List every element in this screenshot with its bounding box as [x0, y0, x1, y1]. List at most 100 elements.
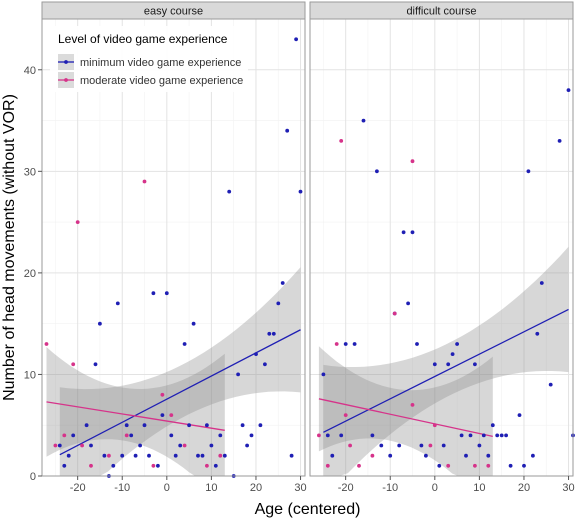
data-point-minimum [486, 453, 491, 458]
data-point-minimum [276, 301, 281, 306]
panel-background [41, 18, 306, 477]
fit-line-moderate [46, 401, 225, 431]
data-point-minimum [473, 362, 477, 367]
confidence-band [318, 346, 493, 476]
data-point-minimum [258, 423, 263, 428]
data-point-moderate [317, 433, 321, 438]
data-point-moderate [446, 463, 451, 468]
confidence-band [323, 246, 569, 476]
data-point-minimum [93, 362, 98, 367]
data-point-minimum [62, 463, 67, 468]
x-tick-label: 10 [205, 482, 217, 494]
data-point-moderate [151, 463, 156, 468]
data-point-minimum [115, 301, 120, 306]
data-point-minimum [566, 88, 571, 92]
data-point-minimum [160, 413, 165, 417]
data-point-minimum [240, 423, 245, 428]
data-point-minimum [267, 331, 272, 336]
data-point-moderate [62, 433, 67, 438]
data-point-minimum [98, 321, 102, 326]
x-tick-label: -10 [114, 482, 130, 494]
legend-title: Level of video game experience [58, 32, 228, 46]
data-point-minimum [249, 433, 254, 438]
data-point-minimum [477, 443, 482, 448]
panel-easy-course: easy course [41, 1, 306, 478]
data-point-minimum [375, 169, 379, 174]
data-point-minimum [254, 352, 258, 356]
data-point-minimum [124, 423, 129, 428]
data-point-minimum [182, 342, 187, 346]
data-point-moderate [325, 463, 330, 468]
data-point-minimum [325, 433, 330, 438]
legend-key-point [64, 60, 68, 64]
strip-title: easy course [144, 6, 203, 18]
data-point-minimum [531, 453, 535, 458]
data-point-minimum [522, 463, 526, 468]
data-point-moderate [107, 453, 111, 458]
legend-label: minimum video game experience [80, 57, 241, 69]
data-point-minimum [437, 463, 442, 468]
fit-line-minimum [323, 308, 569, 433]
data-point-minimum [298, 189, 303, 194]
data-point-minimum [343, 342, 348, 346]
x-tick-label: 10 [473, 482, 485, 494]
data-point-moderate [205, 463, 209, 468]
x-tick-label: 30 [562, 482, 574, 494]
fit-line-moderate [318, 398, 493, 438]
data-point-minimum [178, 443, 183, 448]
data-point-minimum [446, 362, 451, 367]
x-tick-label: 20 [518, 482, 530, 494]
data-point-minimum [419, 443, 424, 448]
data-point-moderate [370, 453, 375, 458]
data-point-minimum [415, 342, 419, 346]
panel-difficult-course: difficult course [309, 1, 575, 477]
data-point-moderate [53, 443, 58, 448]
data-point-minimum [468, 433, 473, 438]
data-point-minimum [294, 37, 298, 42]
data-point-minimum [352, 342, 357, 346]
data-point-moderate [124, 433, 129, 438]
data-point-minimum [450, 352, 455, 356]
data-point-moderate [486, 463, 491, 468]
data-point-moderate [218, 453, 223, 458]
data-point-minimum [156, 463, 160, 468]
y-tick-label: 10 [24, 369, 36, 381]
data-point-minimum [285, 128, 290, 133]
data-point-minimum [432, 362, 437, 367]
data-point-minimum [410, 230, 415, 235]
data-point-minimum [517, 413, 522, 417]
data-point-minimum [222, 453, 227, 458]
data-point-minimum [388, 453, 393, 458]
x-tick-label: -20 [70, 482, 86, 494]
legend: Level of video game experience minimum v… [50, 26, 248, 92]
data-point-minimum [424, 453, 428, 458]
data-point-minimum [455, 342, 459, 346]
data-point-minimum [490, 423, 495, 428]
data-point-minimum [169, 433, 174, 438]
data-point-minimum [526, 169, 531, 174]
x-tick-label: -10 [382, 482, 398, 494]
x-tick-label: 0 [164, 482, 170, 494]
data-point-minimum [370, 433, 375, 438]
data-point-moderate [410, 159, 415, 164]
data-point-minimum [209, 443, 214, 448]
data-point-moderate [334, 342, 339, 346]
data-point-minimum [397, 443, 402, 448]
data-point-minimum [164, 291, 169, 296]
data-point-minimum [133, 453, 138, 458]
data-point-moderate [357, 463, 361, 468]
legend-key-point [64, 78, 68, 82]
x-tick-label: 30 [294, 482, 306, 494]
data-point-moderate [160, 392, 165, 397]
legend-label: moderate video game experience [80, 75, 243, 87]
data-point-moderate [473, 463, 477, 468]
y-tick-label: 0 [30, 471, 36, 483]
y-tick-label: 30 [24, 166, 36, 178]
data-point-minimum [147, 453, 151, 458]
data-point-minimum [66, 453, 71, 458]
data-point-minimum [339, 433, 344, 438]
x-axis-title: Age (centered) [255, 501, 361, 518]
data-point-minimum [120, 453, 125, 458]
data-point-minimum [57, 443, 62, 448]
